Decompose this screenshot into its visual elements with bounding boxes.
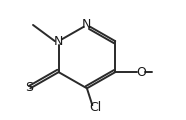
Text: S: S: [25, 81, 33, 94]
Text: Cl: Cl: [90, 101, 102, 114]
Text: O: O: [136, 66, 146, 79]
Text: N: N: [82, 18, 92, 31]
Text: N: N: [54, 35, 63, 48]
